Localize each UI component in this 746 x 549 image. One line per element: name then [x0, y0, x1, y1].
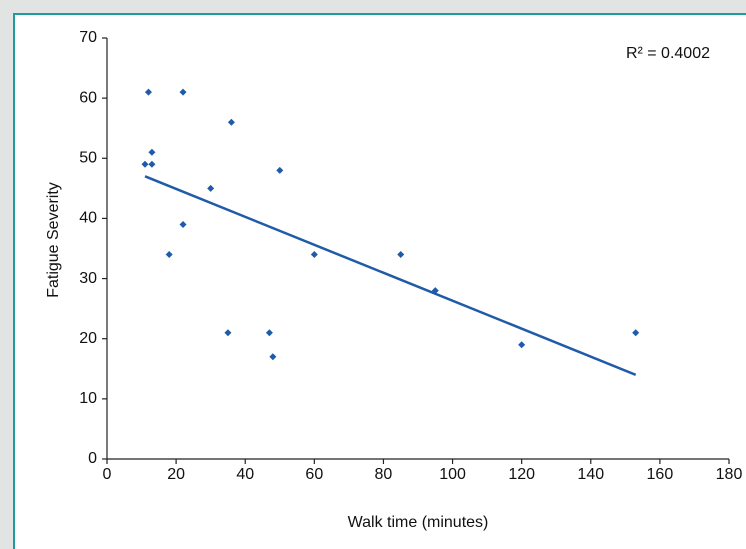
y-tick-label: 10	[79, 390, 97, 407]
y-tick-label: 20	[79, 330, 97, 347]
point	[141, 160, 149, 168]
point	[518, 341, 526, 349]
point	[179, 88, 187, 96]
point	[227, 118, 235, 126]
x-tick-label: 80	[375, 466, 393, 483]
x-tick-label: 100	[439, 466, 466, 483]
x-tick-label: 140	[577, 466, 604, 483]
point	[276, 166, 284, 174]
point	[165, 251, 173, 259]
trendline	[144, 175, 637, 376]
frame	[13, 13, 746, 549]
x-tick-label: 60	[305, 466, 323, 483]
y-axis-label: Fatigue Severity	[45, 182, 62, 298]
x-tick-label: 20	[167, 466, 185, 483]
point	[148, 148, 156, 156]
y-tick-label: 0	[88, 450, 97, 467]
x-tick-label: 120	[508, 466, 535, 483]
x-tick-label: 180	[716, 466, 743, 483]
point	[632, 329, 640, 337]
annotation: R² = 0.4002	[626, 45, 710, 62]
point	[148, 160, 156, 168]
point	[397, 251, 405, 259]
y-tick-label: 60	[79, 89, 97, 106]
point	[265, 329, 273, 337]
x-tick-label: 40	[236, 466, 254, 483]
point	[310, 251, 318, 259]
point	[144, 88, 152, 96]
y-tick-label: 70	[79, 29, 97, 46]
y-tick-label: 50	[79, 150, 97, 167]
x-tick-label: 0	[103, 466, 112, 483]
point	[269, 353, 277, 361]
y-tick-label: 30	[79, 270, 97, 287]
x-tick-label: 160	[647, 466, 674, 483]
y-tick-label: 40	[79, 210, 97, 227]
point	[179, 220, 187, 228]
point	[207, 184, 215, 192]
point	[224, 329, 232, 337]
x-axis-label: Walk time (minutes)	[348, 514, 489, 531]
